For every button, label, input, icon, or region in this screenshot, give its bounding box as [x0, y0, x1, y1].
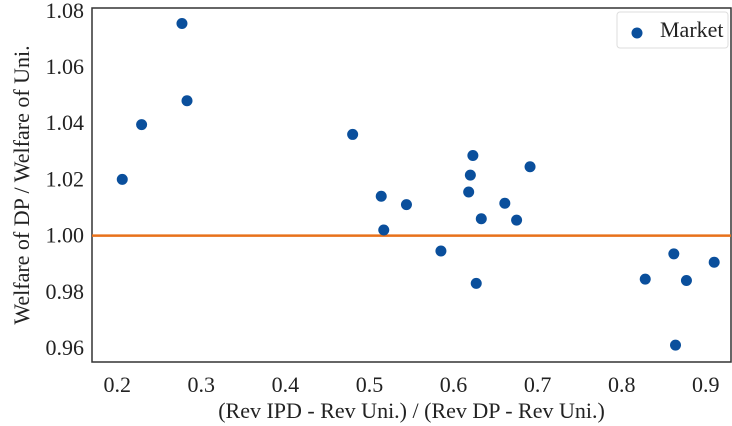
x-tick-label: 0.9	[692, 372, 720, 397]
y-axis-label: Welfare of DP / Welfare of Uni.	[9, 45, 34, 324]
x-tick-label: 0.4	[272, 372, 300, 397]
x-tick-label: 0.2	[103, 372, 131, 397]
x-tick-label: 0.5	[356, 372, 384, 397]
data-point	[639, 273, 651, 285]
x-axis-ticks: 0.2 0.3 0.4 0.5 0.6 0.7 0.8 0.9	[103, 372, 719, 397]
data-point	[668, 248, 680, 260]
x-tick-label: 0.6	[440, 372, 468, 397]
legend-label: Market	[660, 17, 724, 42]
data-point	[524, 161, 536, 173]
data-point	[463, 186, 475, 198]
y-tick-label: 1.02	[46, 166, 85, 191]
y-axis-ticks: 0.96 0.98 1.00 1.02 1.04 1.06 1.08	[46, 0, 85, 360]
plot-area	[91, 7, 732, 363]
data-point	[116, 173, 128, 185]
legend: Market	[616, 11, 729, 49]
data-point	[136, 119, 148, 131]
data-point	[475, 213, 487, 225]
data-point	[467, 150, 479, 161]
legend-marker	[631, 27, 643, 39]
y-tick-label: 1.00	[46, 223, 85, 248]
data-point	[680, 275, 692, 287]
y-tick-label: 0.96	[46, 335, 85, 360]
y-tick-label: 1.04	[46, 110, 85, 135]
y-tick-label: 1.06	[46, 54, 85, 79]
data-point	[400, 199, 412, 211]
data-point	[347, 128, 359, 140]
data-point	[670, 339, 682, 351]
x-tick-label: 0.3	[188, 372, 216, 397]
x-tick-label: 0.8	[608, 372, 636, 397]
x-tick-label: 0.7	[524, 372, 552, 397]
data-point	[464, 169, 476, 181]
data-point	[176, 17, 188, 29]
data-point	[511, 214, 523, 226]
data-point	[435, 245, 447, 257]
data-point	[375, 190, 387, 202]
data-point	[708, 256, 720, 268]
data-point	[181, 95, 193, 107]
y-tick-label: 1.08	[46, 0, 85, 23]
data-point	[378, 224, 390, 236]
data-point	[470, 277, 482, 289]
legend-box	[616, 11, 729, 49]
y-tick-label: 0.98	[46, 279, 85, 304]
x-axis-label: (Rev IPD - Rev Uni.) / (Rev DP - Rev Uni…	[218, 398, 605, 423]
data-point	[499, 197, 511, 209]
plot-frame	[91, 7, 732, 363]
